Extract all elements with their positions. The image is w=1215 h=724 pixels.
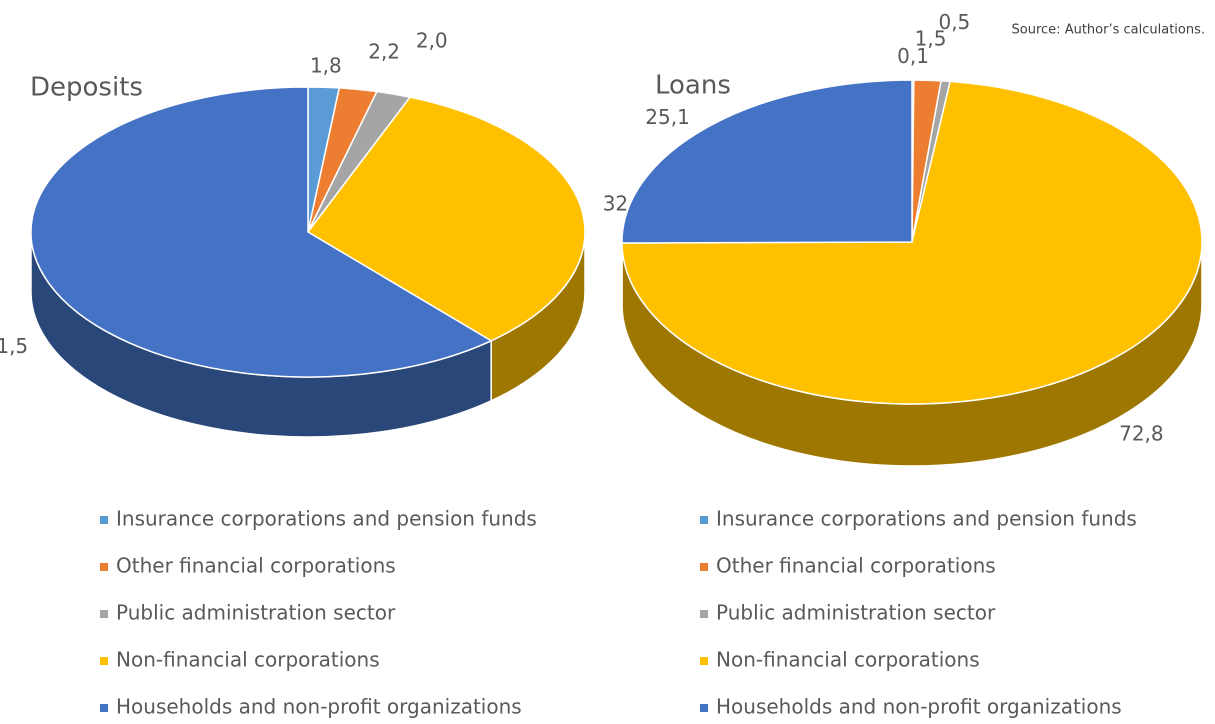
legend-label: Insurance corporations and pension funds [116,507,537,531]
pie-tops [30,86,586,378]
legend-label: Insurance corporations and pension funds [716,507,1137,531]
legend-label: Public administration sector [116,601,396,625]
data-label: 1,8 [310,53,342,77]
pie-tops [621,79,1203,405]
legend-swatch [100,516,108,524]
pie-labels: 0,11,50,5 72,8 25,1 [645,10,1163,446]
data-label: 0,1 [897,44,929,68]
legend-swatch [100,563,108,571]
data-label: 2,0 [416,29,448,53]
legend-label: Non-financial corporations [116,648,380,672]
slice [306,96,586,342]
chart-title: Deposits [30,73,143,103]
slice [30,86,493,378]
legend-swatch [700,563,708,571]
legend-label: Other financial corporations [716,554,996,578]
data-label: 2,2 [368,39,400,63]
legend-swatch [700,610,708,618]
legend-swatch [100,704,108,712]
data-label: 61,5 [0,334,28,358]
source-note: Source: Author’s calculations. [1012,23,1205,38]
legend-label: Public administration sector [716,601,996,625]
data-label: 72,8 [1119,422,1164,446]
legend-label: Households and non-profit organizations [116,695,522,719]
slice [621,79,913,244]
legend-swatch [100,610,108,618]
data-label: 1,5 [915,26,947,50]
legend-label: Households and non-profit organizations [716,695,1122,719]
legend-label: Non-financial corporations [716,648,980,672]
legend-swatch [700,704,708,712]
legend-swatch [700,657,708,665]
chart-title: Loans [655,71,731,101]
legend-swatch [700,516,708,524]
data-label: 0,5 [938,10,970,34]
data-label: 25,1 [645,105,690,129]
legend-label: Other financial corporations [116,554,396,578]
legend-swatch [100,657,108,665]
